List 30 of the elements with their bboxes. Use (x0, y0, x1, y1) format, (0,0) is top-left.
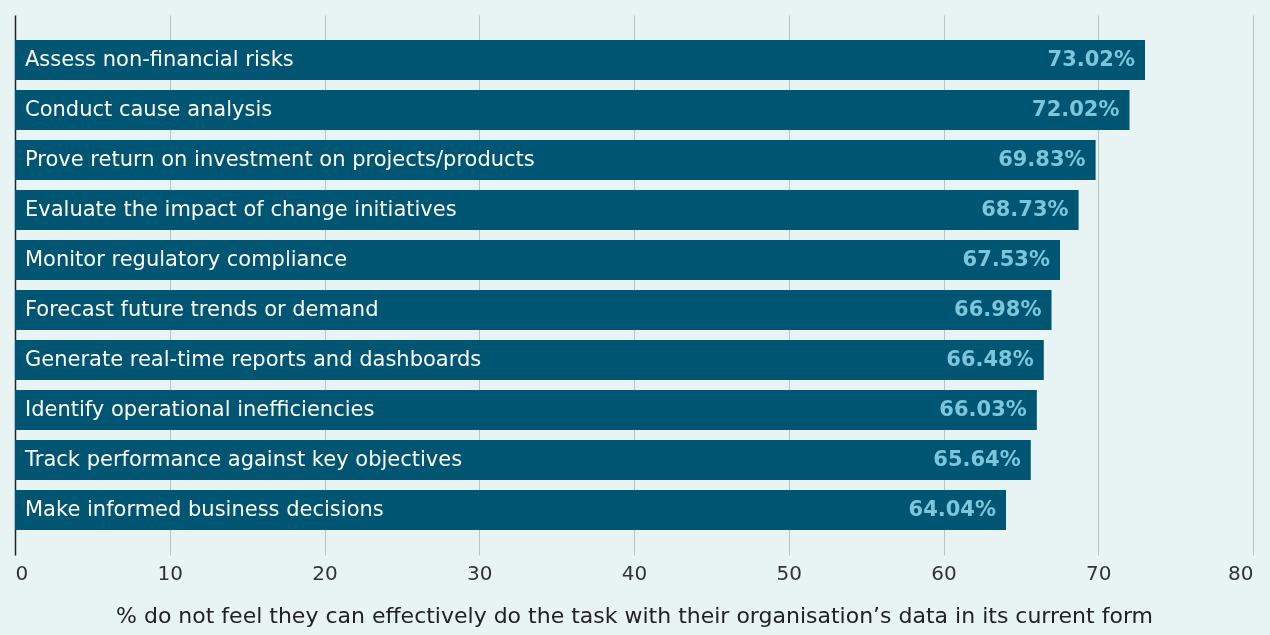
data-label: 66.48% (946, 347, 1034, 371)
data-label: 73.02% (1047, 47, 1135, 71)
data-label: 64.04% (908, 497, 997, 521)
x-tick-label: 50 (776, 560, 802, 585)
x-tick-label: 0 (15, 560, 29, 585)
y-tick-label: Assess non-financial risks (25, 47, 294, 71)
y-tick-label: Make informed business decisions (25, 497, 384, 521)
y-tick-label: Generate real-time reports and dashboards (25, 347, 482, 371)
data-label: 66.03% (939, 397, 1027, 421)
y-tick-label: Conduct cause analysis (25, 97, 273, 121)
data-label: 67.53% (962, 247, 1051, 271)
x-axis-title: % do not feel they can effectively do the task with their organisation’s data in its current form (116, 602, 1153, 628)
data-label: 69.83% (998, 147, 1086, 171)
x-tick-label: 60 (931, 560, 957, 585)
y-tick-label: Identify operational inefficiencies (25, 397, 375, 421)
x-tick-label: 40 (621, 560, 648, 585)
y-tick-label: Monitor regulatory compliance (25, 247, 348, 271)
y-tick-label: Evaluate the impact of change initiatives (25, 197, 457, 221)
y-tick-label: Track performance against key objectives (24, 447, 463, 471)
data-label: 66.98% (954, 297, 1042, 321)
x-tick-label: 10 (157, 560, 183, 585)
data-label: 68.73% (981, 197, 1069, 221)
data-label: 72.02% (1032, 97, 1120, 121)
y-tick-label: Forecast future trends or demand (25, 297, 379, 321)
x-tick-label: 30 (467, 560, 493, 585)
x-tick-label: 80 (1228, 560, 1254, 585)
y-tick-label: Prove return on investment on projects/products (25, 147, 535, 171)
x-tick-label: 70 (1086, 560, 1112, 585)
x-tick-label: 20 (312, 560, 338, 585)
data-label: 65.64% (933, 447, 1021, 471)
